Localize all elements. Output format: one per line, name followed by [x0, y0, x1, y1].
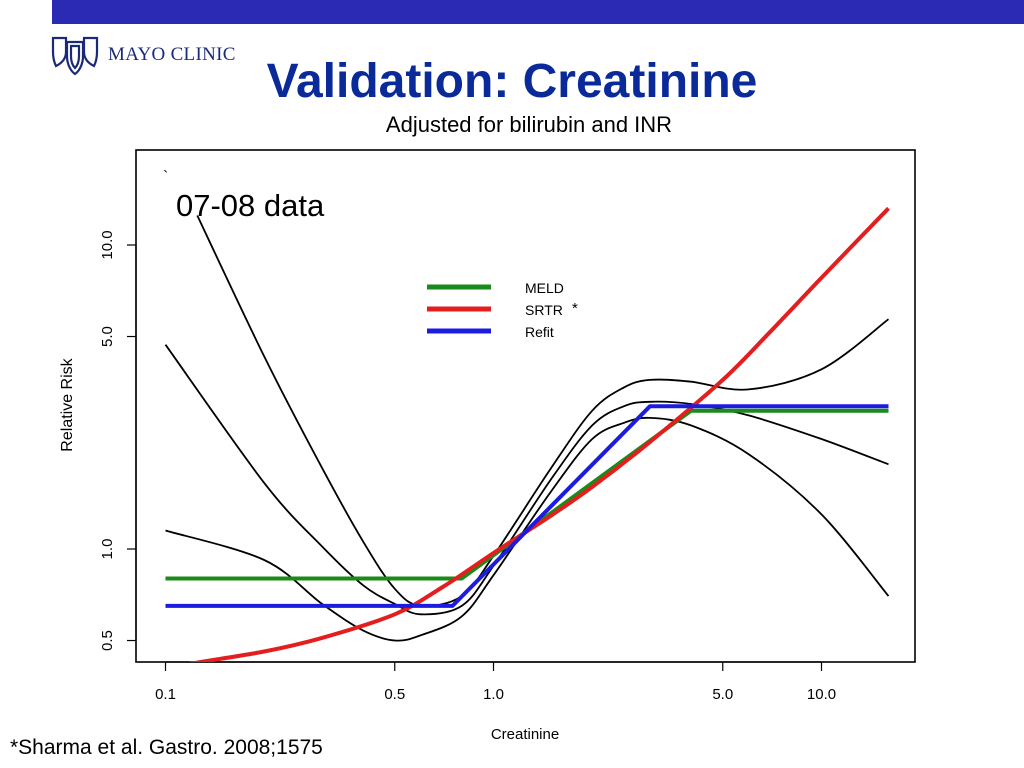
y-tick-label: 10.0	[99, 230, 116, 259]
x-tick-label: 5.0	[712, 686, 733, 703]
x-tick-label: 1.0	[483, 686, 504, 703]
y-axis-label: Relative Risk	[59, 357, 76, 451]
x-axis-label: Creatinine	[491, 726, 559, 743]
refit-line	[165, 404, 889, 608]
x-tick-label: 0.5	[384, 686, 405, 703]
y-tick-label: 5.0	[99, 326, 116, 347]
y-tick-label: 1.0	[99, 539, 116, 560]
footnote: *Sharma et al. Gastro. 2008;1575	[10, 736, 323, 759]
legend-label-meld: MELD	[525, 280, 564, 296]
legend-label-refit: Refit	[525, 324, 554, 340]
legend-label-srtr: SRTR	[525, 302, 563, 318]
mayo-clinic-logo: MAYO CLINIC	[50, 34, 236, 76]
x-tick-label: 0.1	[155, 686, 176, 703]
header-bar	[52, 0, 1024, 24]
data-annotation: 07-08 data	[176, 188, 325, 223]
chart-subtitle: Adjusted for bilirubin and INR	[385, 112, 673, 137]
brand-name: MAYO CLINIC	[108, 44, 236, 65]
y-tick-label: 0.5	[99, 630, 116, 651]
meld-line	[165, 408, 889, 581]
x-tick-label: 10.0	[807, 686, 836, 703]
mayo-shield-icon	[51, 36, 99, 76]
annotation-mark: `	[163, 169, 168, 186]
legend-mark-srtr: *	[572, 300, 578, 317]
spline-curve-3	[165, 416, 890, 642]
slide-title: Validation: Creatinine	[266, 55, 758, 108]
srtr-line	[188, 206, 890, 662]
